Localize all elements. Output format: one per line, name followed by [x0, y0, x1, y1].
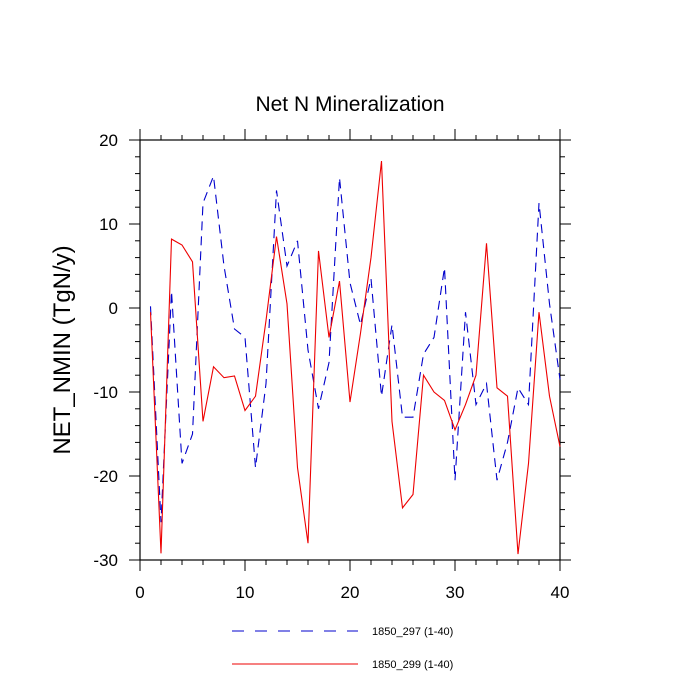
- chart-title: Net N Mineralization: [255, 93, 444, 116]
- y-tick-label: -30: [93, 551, 118, 570]
- series-line-2: [149, 160, 561, 555]
- x-tick-label: 20: [341, 583, 360, 602]
- y-axis-label: NET_NMIN (TgN/y): [49, 245, 76, 454]
- legend-label-2: 1850_299 (1-40): [372, 659, 453, 671]
- x-tick-label: 30: [446, 583, 465, 602]
- y-tick-label: 20: [99, 131, 118, 150]
- plot-frame: [139, 139, 561, 561]
- y-tick-label: -20: [93, 467, 118, 486]
- axis-tick-labels: 0 10 20 30 40 -30 -20 -10 0 10 20: [93, 131, 569, 602]
- series-line-1: [149, 175, 561, 523]
- x-tick-label: 0: [135, 583, 144, 602]
- x-tick-label: 10: [236, 583, 255, 602]
- legend-label-1: 1850_297 (1-40): [372, 626, 453, 638]
- x-tick-label: 40: [551, 583, 570, 602]
- y-tick-label: 0: [109, 299, 118, 318]
- legend: 1850_297 (1-40) 1850_299 (1-40): [232, 626, 453, 671]
- y-tick-label: 10: [99, 215, 118, 234]
- y-tick-label: -10: [93, 383, 118, 402]
- axis-ticks: [129, 129, 571, 571]
- series-layer: [149, 160, 561, 555]
